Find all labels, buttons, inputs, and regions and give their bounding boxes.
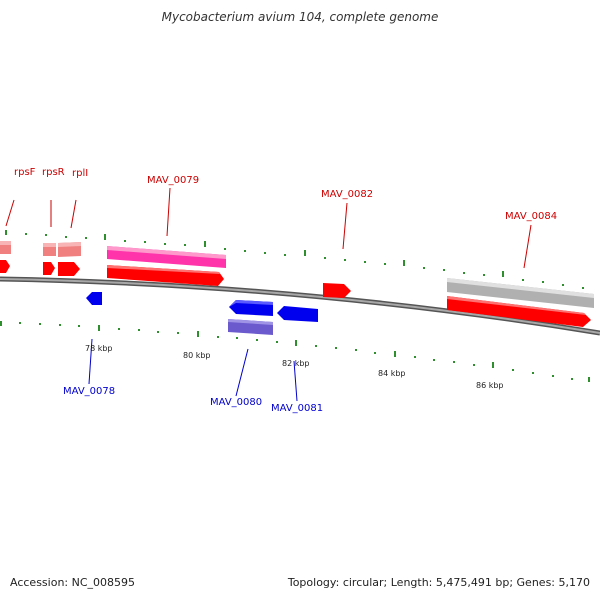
gene-label-MAV_0078[interactable]: MAV_0078 xyxy=(63,386,115,397)
kbp-label-80: 80 kbp xyxy=(183,351,211,360)
gene-label-MAV_0081[interactable]: MAV_0081 xyxy=(271,403,323,414)
leader-MAV_0079 xyxy=(166,187,171,237)
genome-title: Mycobacterium avium 104, complete genome xyxy=(161,10,439,24)
gene-label-rpsR[interactable]: rpsR xyxy=(42,167,65,178)
feature-MAV_0082-arrow[interactable] xyxy=(323,283,351,298)
leader-MAV_0084 xyxy=(523,224,532,269)
feature-rplI-top[interactable] xyxy=(58,242,81,257)
gene-label-MAV_0080[interactable]: MAV_0080 xyxy=(210,397,262,408)
leader-rplI xyxy=(70,199,77,229)
kbp-label-78: 78 kbp xyxy=(85,344,113,353)
feature-MAV_0078-arrow[interactable] xyxy=(86,292,102,305)
kbp-label-84: 84 kbp xyxy=(378,369,406,378)
accession-text: Accession: NC_008595 xyxy=(10,576,136,589)
kbp-label-82: 82 kbp xyxy=(282,359,310,368)
leader-rpsF xyxy=(5,199,15,227)
gene-label-rpsF[interactable]: rpsF xyxy=(14,167,36,178)
feature-MAV_0080-bottom[interactable] xyxy=(228,319,273,335)
feature-MAV_0081-arrow[interactable] xyxy=(277,306,318,322)
gene-label-MAV_0082[interactable]: MAV_0082 xyxy=(321,189,373,200)
feature-rplI-arrow[interactable] xyxy=(58,262,80,276)
outer-tick-track xyxy=(5,230,584,289)
feature-rpsF-arrow[interactable] xyxy=(0,260,10,273)
feature-MAV_0080-arrow[interactable] xyxy=(229,300,273,316)
leader-MAV_0078 xyxy=(88,338,93,385)
feature-rpsR-top[interactable] xyxy=(43,243,56,256)
feature-MAV_0079-top[interactable] xyxy=(107,246,226,268)
gene-label-rplI[interactable]: rplI xyxy=(72,168,88,179)
gene-label-MAV_0079[interactable]: MAV_0079 xyxy=(147,175,199,186)
feature-rpsF-top[interactable] xyxy=(0,241,11,254)
leader-MAV_0082 xyxy=(342,202,348,250)
genome-summary-text: Topology: circular; Length: 5,475,491 bp… xyxy=(287,576,590,589)
feature-MAV_0084-top[interactable] xyxy=(447,278,594,308)
feature-rpsR-arrow[interactable] xyxy=(43,262,55,275)
feature-MAV_0079-arrow[interactable] xyxy=(107,265,224,286)
genome-backbone xyxy=(0,278,600,334)
gene-label-MAV_0084[interactable]: MAV_0084 xyxy=(505,211,557,222)
feature-MAV_0084-arrow[interactable] xyxy=(447,296,591,327)
leader-MAV_0080 xyxy=(235,348,249,397)
inner-tick-track xyxy=(0,321,590,382)
leader-MAV_0081 xyxy=(293,360,298,402)
kbp-label-86: 86 kbp xyxy=(476,381,504,390)
